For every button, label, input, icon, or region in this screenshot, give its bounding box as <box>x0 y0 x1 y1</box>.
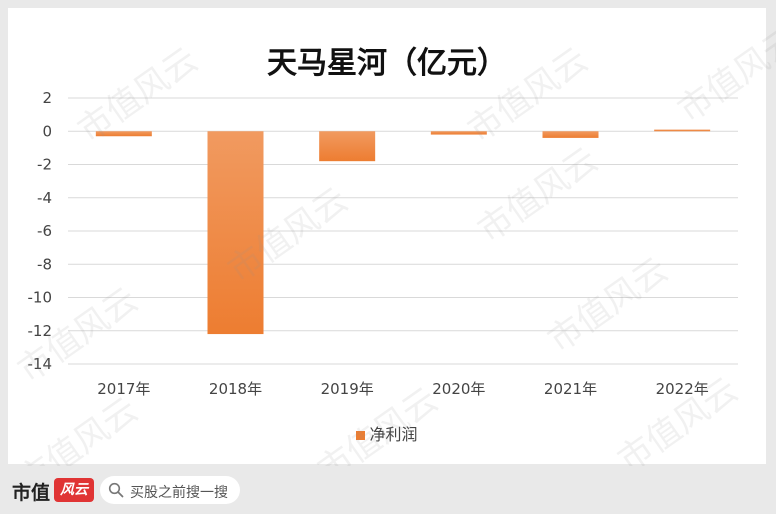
y-tick-label: -10 <box>28 289 53 307</box>
y-tick-label: -6 <box>37 222 52 240</box>
bar <box>542 131 599 138</box>
x-tick-label: 2022年 <box>656 380 709 398</box>
y-tick-label: -14 <box>28 355 53 373</box>
y-tick-label: -4 <box>37 189 52 207</box>
footer-bar: 市值 风云 买股之前搜一搜 <box>0 466 776 514</box>
bar <box>319 131 376 162</box>
bar <box>95 131 152 137</box>
bar <box>654 129 711 132</box>
legend-swatch <box>356 431 366 440</box>
chart-title: 天马星河（亿元） <box>267 46 507 81</box>
legend-label: 净利润 <box>369 425 418 444</box>
chart-legend: 净利润 <box>8 421 766 445</box>
y-tick-label: -12 <box>28 322 53 340</box>
x-tick-label: 2020年 <box>432 380 485 398</box>
y-tick-label: 0 <box>42 122 52 140</box>
x-tick-label: 2017年 <box>97 380 150 398</box>
chart-plot: 2 0 -2 -4 -6 -8 -10 -12 -14 2017年 2018年 2019年 2020年 2… <box>28 89 738 398</box>
chart-card: 2 0 -2 -4 -6 -8 -10 -12 -14 2017年 2018年 2019年 2020年 2… <box>8 8 776 501</box>
y-tick-label: -2 <box>37 156 52 174</box>
bar <box>207 131 264 335</box>
brand-badge: 风云 <box>54 478 94 502</box>
x-tick-label: 2018年 <box>209 380 262 398</box>
x-tick-label: 2019年 <box>321 380 374 398</box>
y-tick-label: -8 <box>37 255 52 273</box>
search-placeholder: 买股之前搜一搜 <box>130 485 228 501</box>
search-icon <box>108 482 124 498</box>
search-box[interactable]: 买股之前搜一搜 <box>100 476 240 504</box>
bar <box>430 131 487 135</box>
brand-logo-text: 市值 <box>12 482 51 504</box>
y-tick-label: 2 <box>42 89 52 107</box>
x-tick-label: 2021年 <box>544 380 597 398</box>
